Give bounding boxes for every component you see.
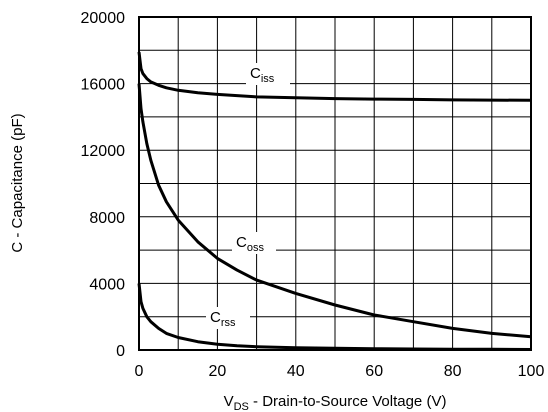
plot-frame	[138, 16, 532, 351]
series-ciss-line	[137, 51, 532, 102]
x-tick-label: 80	[444, 363, 462, 380]
x-axis-title: VDS - Drain-to-Source Voltage (V)	[224, 393, 447, 412]
curve-label-bg	[206, 307, 250, 329]
x-tick-label: 0	[135, 363, 144, 380]
x-tick-label: 100	[518, 363, 545, 380]
x-tick-label: 40	[287, 363, 305, 380]
curve-label-sub: rss	[221, 317, 236, 329]
y-tick-label: 12000	[81, 143, 126, 160]
curve-label-main: C	[210, 309, 221, 326]
y-axis-title: C - Capacitance (pF)	[9, 113, 26, 252]
curve-label-bg	[232, 232, 276, 254]
curve-label-coss: Coss	[236, 234, 264, 254]
x-axis-title-main: V	[224, 393, 234, 410]
y-tick-labels: 0 4000 8000 12000 16000 20000	[81, 10, 126, 360]
x-axis-title-rest: - Drain-to-Source Voltage (V)	[249, 393, 447, 410]
curve-label-sub: iss	[261, 73, 275, 85]
y-tick-label: 16000	[81, 77, 126, 94]
curve-label-crss: Crss	[210, 309, 236, 329]
y-tick-label: 4000	[89, 276, 125, 293]
y-tick-label: 20000	[81, 10, 126, 27]
grid	[138, 16, 532, 351]
y-tick-label: 8000	[89, 210, 125, 227]
y-tick-label: 0	[116, 343, 125, 360]
curve-label-sub: oss	[247, 242, 265, 254]
curve-label-main: C	[250, 65, 261, 82]
curve-label-bg	[246, 63, 290, 85]
x-tick-labels: 0 20 40 60 80 100	[135, 363, 545, 380]
series-coss-line	[137, 83, 532, 339]
x-tick-label: 60	[365, 363, 383, 380]
curve-label-ciss: Ciss	[250, 65, 275, 85]
curve-label-main: C	[236, 234, 247, 251]
x-axis-title-sub: DS	[234, 401, 249, 412]
x-tick-label: 20	[209, 363, 227, 380]
